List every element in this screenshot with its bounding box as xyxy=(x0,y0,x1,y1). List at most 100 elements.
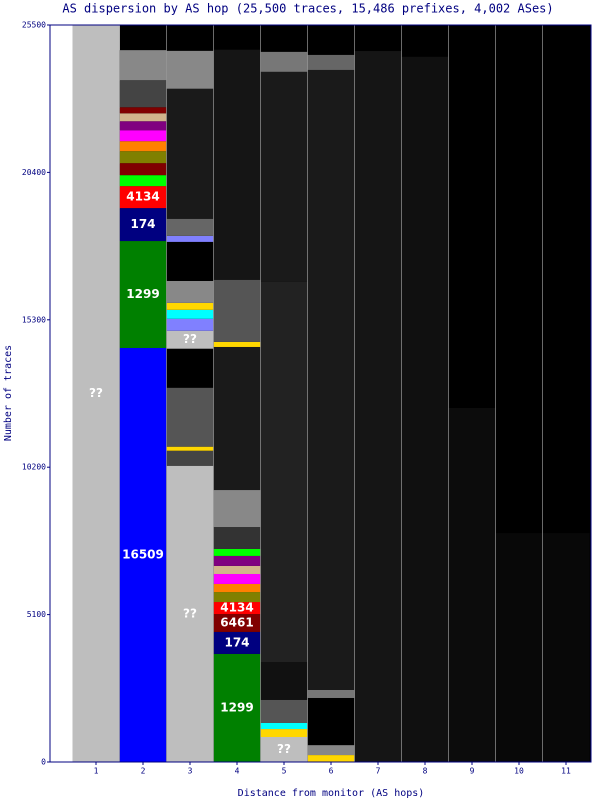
bar-segment xyxy=(166,330,214,349)
bar-segment xyxy=(166,218,214,236)
segment-label: ?? xyxy=(277,742,291,756)
bar-segment xyxy=(260,661,308,700)
y-axis-label: Number of traces xyxy=(3,345,14,441)
y-tick-label: 20400 xyxy=(22,168,46,177)
bar-segment xyxy=(213,341,261,347)
bar-segment xyxy=(307,755,355,762)
y-tick-label: 25500 xyxy=(22,21,46,30)
bar-segment xyxy=(119,141,167,152)
bar-segment xyxy=(354,51,402,762)
bar-segment xyxy=(260,736,308,762)
x-tick-label: 8 xyxy=(423,767,428,776)
bar-segment xyxy=(166,465,214,762)
bar-segment xyxy=(213,548,261,556)
x-tick-label: 9 xyxy=(470,767,475,776)
x-tick-label: 11 xyxy=(561,767,571,776)
bar-segment xyxy=(213,602,261,615)
bar-segment xyxy=(166,280,214,303)
bar-segment xyxy=(260,71,308,282)
segment-label: ?? xyxy=(89,386,103,400)
bar-segment xyxy=(166,309,214,319)
segment-label: 6461 xyxy=(220,615,253,629)
bar-segment xyxy=(307,697,355,746)
bar-segment xyxy=(166,235,214,242)
segment-label: 4134 xyxy=(220,601,253,615)
bar-segment xyxy=(213,573,261,584)
bar-segment xyxy=(119,151,167,164)
bar-segment xyxy=(166,50,214,89)
bar-segment xyxy=(166,302,214,310)
bar-segment xyxy=(166,241,214,281)
bar-segment xyxy=(401,56,449,762)
x-tick-label: 3 xyxy=(188,767,193,776)
bar-segment xyxy=(119,80,167,108)
bar-segment xyxy=(119,241,167,348)
bar-segment xyxy=(213,49,261,280)
bar-segment xyxy=(307,745,355,756)
y-tick-label: 5100 xyxy=(27,610,46,619)
segment-label: 16509 xyxy=(122,547,164,561)
bar-segment xyxy=(166,387,214,447)
x-tick-label: 5 xyxy=(282,767,287,776)
x-tick-label: 7 xyxy=(376,767,381,776)
bar-segment xyxy=(495,533,543,762)
bar-segment xyxy=(213,279,261,342)
bar-segment xyxy=(213,555,261,566)
bar-segment xyxy=(307,69,355,690)
x-tick-label: 6 xyxy=(329,767,334,776)
bar-segment xyxy=(213,653,261,762)
bar-segment xyxy=(260,281,308,662)
bar-segment xyxy=(260,699,308,723)
bar-segment xyxy=(448,407,496,762)
bar-segment xyxy=(213,565,261,574)
bar-segment xyxy=(213,614,261,632)
segment-label: 174 xyxy=(130,217,155,231)
bar-segment xyxy=(72,25,120,762)
bar-segment xyxy=(542,533,590,762)
segment-label: 4134 xyxy=(126,190,159,204)
segment-label: 1299 xyxy=(126,287,159,301)
bar-segment xyxy=(213,490,261,528)
bar-segment xyxy=(119,347,167,762)
y-tick-label: 10200 xyxy=(22,463,46,472)
bar-segment xyxy=(307,689,355,698)
bar-segment xyxy=(119,208,167,242)
x-tick-label: 10 xyxy=(514,767,524,776)
bar-segment xyxy=(119,163,167,176)
bar-segment xyxy=(213,583,261,593)
plot-frame xyxy=(49,24,592,763)
bar-segment xyxy=(119,113,167,122)
y-tick-label: 15300 xyxy=(22,315,46,324)
x-axis-label: Distance from monitor (AS hops) xyxy=(238,788,425,799)
bar-segment xyxy=(119,107,167,114)
x-tick-label: 4 xyxy=(235,767,240,776)
chart-title: AS dispersion by AS hop (25,500 traces, … xyxy=(62,2,553,16)
bar-segment xyxy=(119,130,167,142)
bar-segment xyxy=(119,121,167,131)
bar-segment xyxy=(166,318,214,331)
bar-segment xyxy=(166,446,214,451)
segment-label: 1299 xyxy=(220,700,253,714)
y-tick-label: 0 xyxy=(41,758,46,767)
x-tick-label: 2 xyxy=(141,767,146,776)
bar-segment xyxy=(213,631,261,654)
bar-segment xyxy=(119,186,167,209)
bar-segment xyxy=(213,346,261,491)
bar-segment xyxy=(213,527,261,549)
bar-segment xyxy=(260,722,308,730)
bar-segment xyxy=(166,88,214,219)
bar-segment xyxy=(166,348,214,388)
segment-label: 174 xyxy=(224,635,249,649)
bar-segment xyxy=(213,592,261,603)
bar-segment xyxy=(307,54,355,70)
bar-segment xyxy=(166,450,214,466)
bar-segment xyxy=(260,51,308,72)
x-tick-label: 1 xyxy=(94,767,99,776)
dividers xyxy=(119,25,543,762)
segment-label: ?? xyxy=(183,606,197,620)
bar-segment xyxy=(119,50,167,81)
segment-label: ?? xyxy=(183,332,197,346)
bar-segment xyxy=(260,729,308,737)
